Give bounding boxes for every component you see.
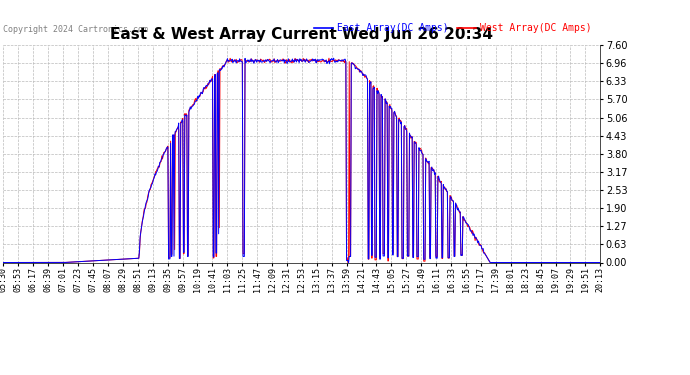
Text: Copyright 2024 Cartronics.com: Copyright 2024 Cartronics.com: [3, 25, 148, 34]
Legend: East Array(DC Amps), West Array(DC Amps): East Array(DC Amps), West Array(DC Amps): [310, 20, 595, 37]
Title: East & West Array Current Wed Jun 26 20:34: East & West Array Current Wed Jun 26 20:…: [110, 27, 493, 42]
